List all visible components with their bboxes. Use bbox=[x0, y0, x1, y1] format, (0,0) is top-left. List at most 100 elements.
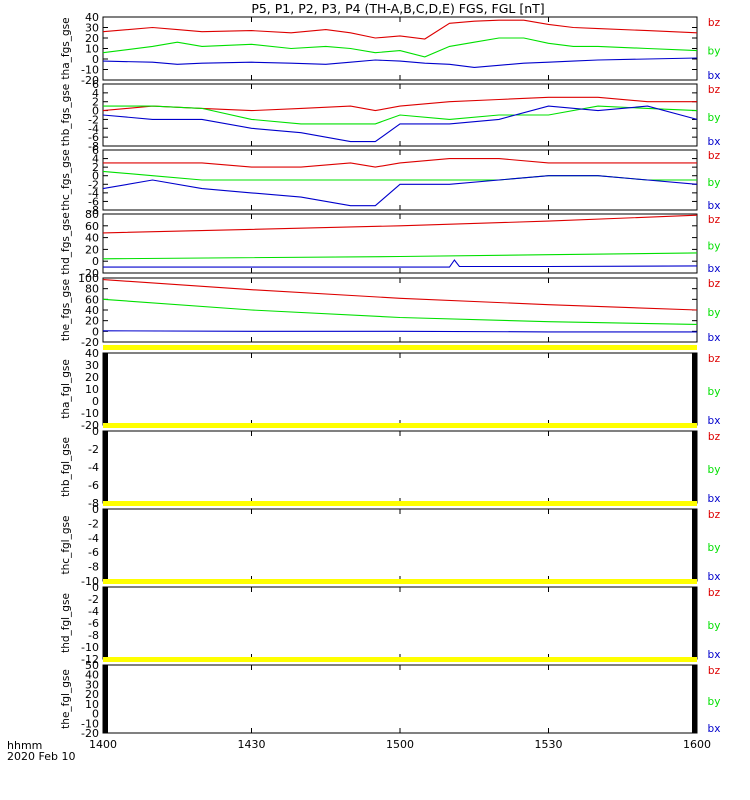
y-tick-label: 4 bbox=[92, 87, 99, 100]
y-tick-label: 80 bbox=[85, 208, 99, 221]
series-by-line bbox=[102, 37, 698, 58]
edge-bar bbox=[692, 509, 697, 581]
legend-bx: bx bbox=[708, 136, 721, 148]
y-tick-label: -6 bbox=[88, 131, 99, 144]
y-tick-label: 40 bbox=[85, 347, 99, 360]
y-axis-label: the_fgl_gse bbox=[60, 669, 72, 729]
legend-bz: bz bbox=[708, 150, 721, 162]
panel-frame bbox=[102, 508, 698, 582]
legend-bx: bx bbox=[708, 70, 721, 82]
y-tick-label: 40 bbox=[85, 232, 99, 245]
legend-by: by bbox=[708, 696, 721, 708]
y-tick-label: 2 bbox=[92, 161, 99, 174]
y-axis-label: tha_fgl_gse bbox=[60, 359, 72, 419]
edge-bar bbox=[692, 431, 697, 503]
legend-bx: bx bbox=[708, 571, 721, 583]
y-axis-label: thd_fgl_gse bbox=[60, 593, 72, 653]
x-tick-label: 1600 bbox=[683, 738, 711, 751]
y-tick-label: -4 bbox=[88, 532, 99, 545]
y-tick-label: 10 bbox=[85, 43, 99, 56]
y-tick-label: -6 bbox=[88, 479, 99, 492]
y-tick-label: 6 bbox=[92, 144, 99, 157]
y-tick-label: 10 bbox=[85, 698, 99, 711]
y-tick-label: 0 bbox=[92, 708, 99, 721]
series-bz-line bbox=[102, 214, 698, 234]
legend-by: by bbox=[708, 177, 721, 189]
y-tick-label: -20 bbox=[81, 74, 99, 87]
y-tick-label: -2 bbox=[88, 113, 99, 126]
y-tick-label: -4 bbox=[88, 122, 99, 135]
chart-title: P5, P1, P2, P3, P4 (TH-A,B,C,D,E) FGS, F… bbox=[251, 1, 544, 16]
y-tick-label: 4 bbox=[92, 153, 99, 166]
legend-by: by bbox=[708, 241, 721, 253]
y-tick-label: -4 bbox=[88, 187, 99, 200]
y-tick-label: -6 bbox=[88, 546, 99, 559]
panel-thd_fgl_gse: 0-2-4-6-8-10-12 thd_fgl_gse bz by bx bbox=[60, 581, 721, 666]
edge-bar bbox=[692, 665, 697, 733]
y-tick-label: 0 bbox=[92, 105, 99, 118]
legend-bz: bz bbox=[708, 278, 721, 290]
y-tick-label: -6 bbox=[88, 617, 99, 630]
panel-thc_fgl_gse: 0-2 -4-6 -8-10 thc_fgl_gse bz by bx bbox=[60, 503, 721, 588]
y-tick-label: -10 bbox=[81, 641, 99, 654]
edge-bar bbox=[103, 353, 108, 425]
y-axis-label: thc_fgl_gse bbox=[60, 516, 72, 575]
series-by-line bbox=[102, 170, 697, 181]
x-tick-label: 1430 bbox=[238, 738, 266, 751]
y-tick-label: -4 bbox=[88, 461, 99, 474]
edge-bar bbox=[103, 431, 108, 503]
panel-thb_fgl_gse: 0 -2 -4 -6 -8 thb_fgl_gse bz by bx bbox=[60, 425, 721, 510]
date-label: 2020 Feb 10 bbox=[7, 750, 75, 763]
legend-bx: bx bbox=[708, 649, 721, 661]
legend-bx: bx bbox=[708, 200, 721, 212]
legend-bz: bz bbox=[708, 353, 721, 365]
edge-bar bbox=[692, 353, 697, 425]
legend-bx: bx bbox=[708, 493, 721, 505]
y-tick-label: -20 bbox=[81, 336, 99, 349]
panel-frame bbox=[102, 352, 698, 426]
y-tick-label: -2 bbox=[88, 178, 99, 191]
legend-bz: bz bbox=[708, 431, 721, 443]
y-tick-label: -8 bbox=[88, 497, 99, 510]
y-tick-label: -8 bbox=[88, 204, 99, 217]
y-tick-label: 30 bbox=[85, 678, 99, 691]
y-tick-label: 0 bbox=[92, 395, 99, 408]
y-tick-label: 40 bbox=[85, 304, 99, 317]
edge-bar bbox=[103, 665, 108, 733]
series-bz-line bbox=[102, 96, 697, 112]
panel-frame bbox=[102, 16, 698, 81]
y-tick-label: -10 bbox=[81, 575, 99, 588]
legend-bz: bz bbox=[708, 84, 721, 96]
y-tick-label: 10 bbox=[85, 383, 99, 396]
y-tick-label: 20 bbox=[85, 371, 99, 384]
series-bx-line bbox=[102, 175, 698, 207]
y-tick-label: 0 bbox=[92, 581, 99, 594]
panel-frame bbox=[102, 430, 698, 504]
y-axis-label: tha_fgs_gse bbox=[60, 17, 72, 79]
x-tick-label: 1400 bbox=[89, 738, 117, 751]
y-axis-label: the_fgs_gse bbox=[60, 279, 72, 341]
legend-bx: bx bbox=[708, 723, 721, 735]
y-tick-label: -20 bbox=[81, 419, 99, 432]
legend-by: by bbox=[708, 46, 721, 58]
y-tick-label: -12 bbox=[81, 653, 99, 666]
legend-by: by bbox=[708, 112, 721, 124]
data-flag-bar bbox=[103, 423, 697, 428]
y-tick-label: 60 bbox=[85, 293, 99, 306]
y-tick-label: 60 bbox=[85, 220, 99, 233]
data-flag-bar bbox=[103, 579, 697, 584]
y-tick-label: -8 bbox=[88, 561, 99, 574]
y-tick-label: 100 bbox=[78, 272, 99, 285]
y-tick-label: -2 bbox=[88, 593, 99, 606]
y-tick-label: 30 bbox=[85, 22, 99, 35]
y-tick-label: -2 bbox=[88, 517, 99, 530]
legend-by: by bbox=[708, 620, 721, 632]
edge-bar bbox=[103, 509, 108, 581]
y-axis-label: thb_fgs_gse bbox=[60, 84, 72, 146]
series-bx-line bbox=[102, 330, 697, 333]
y-tick-label: 0 bbox=[92, 425, 99, 438]
